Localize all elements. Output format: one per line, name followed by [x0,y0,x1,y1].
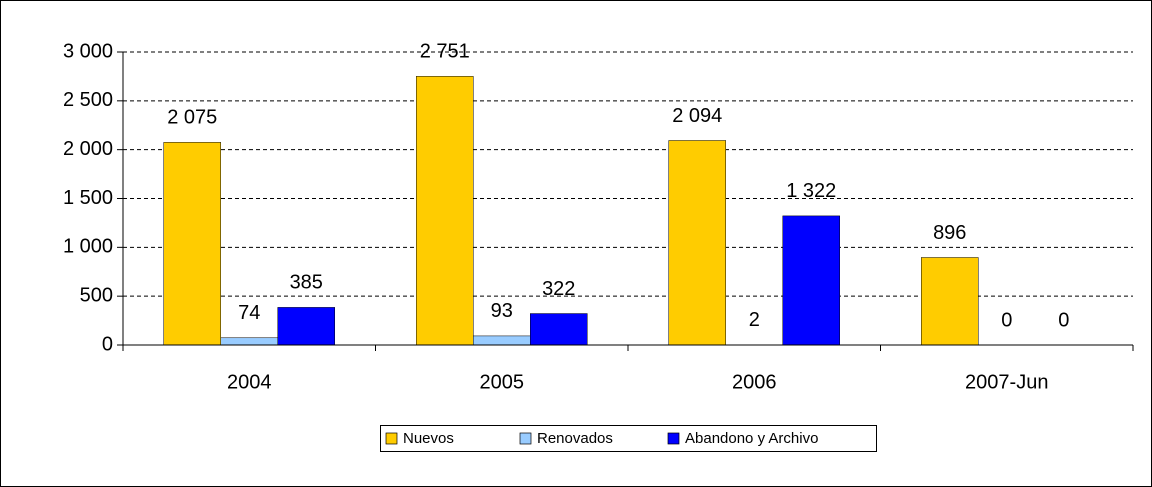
x-tick-label: 2007-Jun [965,371,1048,393]
bar [921,257,979,346]
bar [530,313,588,346]
y-tick-label: 3 000 [63,40,113,62]
legend-label: Nuevos [403,430,454,447]
legend-swatch [519,432,532,445]
data-label: 896 [933,222,966,244]
bar [220,337,278,346]
bar [163,142,221,346]
bar [277,307,335,346]
legend-label: Abandono y Archivo [685,430,818,447]
data-label: 1 322 [786,180,836,202]
data-label: 93 [491,300,513,322]
data-label: 385 [290,272,323,294]
bar [416,76,474,346]
y-tick-label: 1 500 [63,187,113,209]
data-label: 74 [238,302,260,324]
y-tick-label: 0 [102,333,113,355]
bar [473,335,531,346]
y-tick-label: 2 000 [63,138,113,160]
bar [782,215,840,346]
data-label: 0 [1058,309,1069,331]
legend-box [380,425,877,452]
y-tick-label: 2 500 [63,89,113,111]
y-tick-label: 1 000 [63,236,113,258]
x-tick-label: 2006 [732,371,777,393]
x-tick-label: 2005 [480,371,525,393]
legend: Nuevos Renovados Abandono y Archivo [380,425,877,452]
data-label: 322 [542,278,575,300]
y-tick-label: 500 [80,284,113,306]
legend-swatch [667,432,680,445]
legend-label: Renovados [537,430,613,447]
data-label: 2 094 [672,105,722,127]
x-tick-label: 2004 [227,371,272,393]
data-label: 0 [1001,309,1012,331]
data-label: 2 751 [420,41,470,63]
data-label: 2 [749,309,760,331]
bar [668,140,726,346]
legend-swatch [385,432,398,445]
data-label: 2 075 [167,107,217,129]
